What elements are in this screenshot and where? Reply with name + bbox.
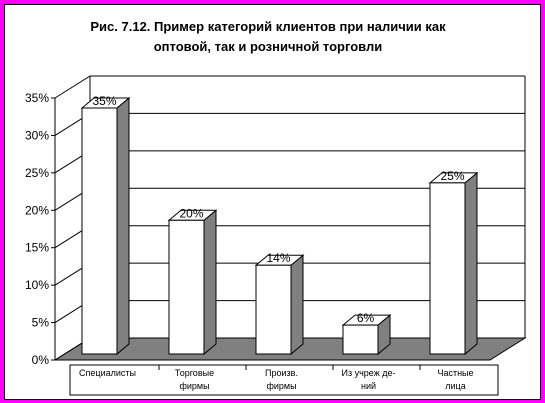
category-label: Торговые	[175, 368, 214, 378]
y-tick-label: 25%	[25, 166, 49, 180]
data-label: 35%	[92, 94, 116, 108]
y-tick-label: 5%	[32, 316, 50, 330]
bar-side	[116, 96, 130, 356]
category-label: лица	[445, 381, 465, 391]
bar-side	[203, 209, 217, 356]
y-tick-label: 0%	[32, 353, 50, 367]
y-tick-label: 35%	[25, 91, 49, 105]
y-tick-label: 15%	[25, 241, 49, 255]
category-label: Произв.	[265, 368, 298, 378]
y-tick-label: 20%	[25, 203, 49, 217]
chart-title-line-1: Рис. 7.12. Пример категорий клиентов при…	[90, 19, 446, 34]
y-tick-label: 10%	[25, 278, 49, 292]
bar-side	[290, 254, 304, 356]
bar-front	[81, 107, 118, 355]
category-label: Из учреж де-	[342, 368, 396, 378]
bar-front	[168, 219, 205, 355]
bar-front	[342, 324, 379, 355]
data-label: 25%	[440, 169, 464, 183]
side-gridline-35	[54, 75, 91, 99]
category-axis-box	[69, 364, 499, 396]
data-labels: 35% 20% 14% 6% 25%	[92, 94, 464, 325]
data-label: 20%	[179, 206, 203, 220]
y-axis-ticks: 0% 5% 10% 15% 20% 25% 30% 35%	[25, 91, 55, 367]
chart-title: Рис. 7.12. Пример категорий клиентов при…	[90, 19, 446, 54]
bar	[341, 314, 392, 356]
y-tick-label: 30%	[25, 128, 49, 142]
bar-front	[429, 182, 466, 355]
data-label: 6%	[357, 311, 375, 325]
category-label: Частные	[437, 368, 473, 378]
category-labels: Специалисты Торговые фирмы Произв. фирмы Из у…	[69, 364, 499, 396]
category-label: фирмы	[179, 381, 209, 391]
data-label: 14%	[266, 251, 290, 265]
bars	[80, 96, 479, 356]
bar	[167, 209, 218, 356]
bar	[428, 171, 479, 356]
category-label: Специалисты	[79, 368, 136, 378]
bar-side	[464, 171, 478, 356]
category-label: фирмы	[266, 381, 296, 391]
bar	[254, 254, 305, 356]
bar	[80, 96, 131, 356]
category-label: ний	[361, 381, 376, 391]
chart-title-line-2: оптовой, так и розничной торговли	[154, 39, 383, 54]
bar-front	[255, 264, 292, 355]
